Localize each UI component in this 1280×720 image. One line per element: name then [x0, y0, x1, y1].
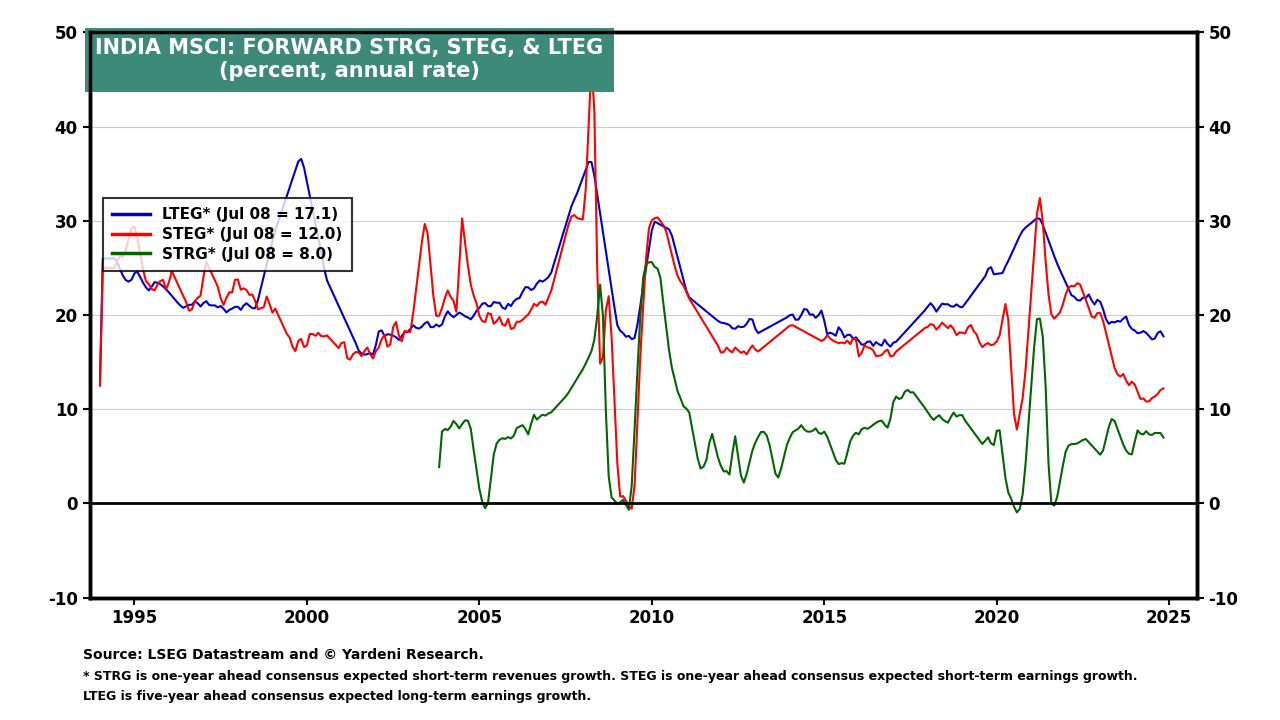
Text: * STRG is one-year ahead consensus expected short-term revenues growth. STEG is : * STRG is one-year ahead consensus expec… — [83, 670, 1138, 683]
Text: Source: LSEG Datastream and © Yardeni Research.: Source: LSEG Datastream and © Yardeni Re… — [83, 648, 484, 662]
Text: INDIA MSCI: FORWARD STRG, STEG, & LTEG
(percent, annual rate): INDIA MSCI: FORWARD STRG, STEG, & LTEG (… — [95, 38, 603, 81]
Text: LTEG is five-year ahead consensus expected long-term earnings growth.: LTEG is five-year ahead consensus expect… — [83, 690, 591, 703]
Legend: LTEG* (Jul 08 = 17.1), STEG* (Jul 08 = 12.0), STRG* (Jul 08 = 8.0): LTEG* (Jul 08 = 17.1), STEG* (Jul 08 = 1… — [102, 198, 352, 271]
